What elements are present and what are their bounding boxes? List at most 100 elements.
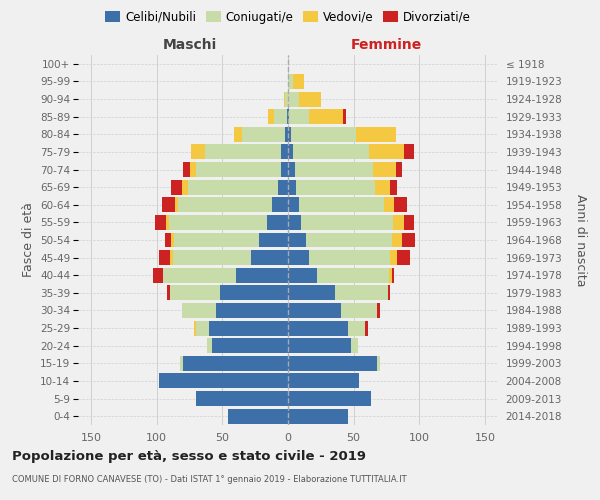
Bar bbox=[220, 286, 288, 300]
Bar bbox=[290, 127, 356, 142]
Bar bbox=[216, 303, 288, 318]
Bar bbox=[181, 356, 183, 371]
Bar bbox=[169, 215, 267, 230]
Bar bbox=[190, 162, 196, 177]
Bar bbox=[281, 144, 288, 160]
Bar bbox=[251, 250, 288, 265]
Bar bbox=[388, 286, 391, 300]
Bar bbox=[288, 144, 293, 160]
Bar bbox=[293, 74, 304, 89]
Bar bbox=[370, 144, 404, 160]
Bar bbox=[272, 198, 288, 212]
Bar bbox=[288, 109, 289, 124]
Bar bbox=[395, 162, 402, 177]
Text: Femmine: Femmine bbox=[351, 38, 422, 52]
Bar bbox=[288, 303, 341, 318]
Bar bbox=[196, 162, 281, 177]
Bar bbox=[188, 180, 277, 194]
Bar bbox=[351, 338, 358, 353]
Bar bbox=[268, 109, 274, 124]
Bar bbox=[288, 92, 299, 106]
Bar bbox=[170, 250, 173, 265]
Bar bbox=[166, 215, 169, 230]
Bar bbox=[301, 215, 393, 230]
Legend: Celibi/Nubili, Coniugati/e, Vedovi/e, Divorziati/e: Celibi/Nubili, Coniugati/e, Vedovi/e, Di… bbox=[100, 6, 476, 28]
Bar bbox=[374, 180, 391, 194]
Bar bbox=[288, 180, 296, 194]
Bar bbox=[288, 374, 359, 388]
Bar bbox=[286, 92, 288, 106]
Bar bbox=[391, 250, 397, 265]
Bar bbox=[394, 198, 407, 212]
Bar bbox=[160, 250, 170, 265]
Bar bbox=[288, 127, 290, 142]
Bar bbox=[393, 215, 404, 230]
Bar bbox=[288, 198, 299, 212]
Bar bbox=[288, 250, 309, 265]
Bar bbox=[286, 127, 288, 142]
Bar bbox=[356, 127, 395, 142]
Bar bbox=[191, 144, 205, 160]
Bar bbox=[170, 286, 220, 300]
Bar bbox=[182, 303, 216, 318]
Bar bbox=[365, 320, 368, 336]
Bar bbox=[163, 268, 235, 282]
Bar bbox=[155, 215, 166, 230]
Bar bbox=[288, 215, 301, 230]
Bar bbox=[288, 232, 307, 248]
Bar bbox=[296, 180, 374, 194]
Bar bbox=[182, 180, 188, 194]
Bar bbox=[175, 198, 178, 212]
Bar bbox=[212, 338, 288, 353]
Y-axis label: Anni di nascita: Anni di nascita bbox=[574, 194, 587, 286]
Bar bbox=[288, 320, 349, 336]
Text: Maschi: Maschi bbox=[163, 38, 217, 52]
Bar bbox=[384, 198, 394, 212]
Bar bbox=[274, 109, 287, 124]
Bar bbox=[209, 320, 288, 336]
Bar bbox=[293, 144, 370, 160]
Bar bbox=[404, 215, 414, 230]
Bar bbox=[307, 232, 392, 248]
Bar bbox=[287, 109, 288, 124]
Bar bbox=[277, 180, 288, 194]
Bar bbox=[196, 320, 209, 336]
Bar bbox=[309, 109, 343, 124]
Bar bbox=[288, 74, 293, 89]
Bar bbox=[397, 250, 410, 265]
Bar bbox=[267, 215, 288, 230]
Bar bbox=[389, 268, 392, 282]
Bar bbox=[183, 162, 190, 177]
Text: Popolazione per età, sesso e stato civile - 2019: Popolazione per età, sesso e stato civil… bbox=[12, 450, 366, 463]
Bar bbox=[373, 162, 395, 177]
Bar bbox=[288, 268, 317, 282]
Bar bbox=[160, 374, 288, 388]
Bar bbox=[167, 286, 170, 300]
Bar bbox=[288, 408, 349, 424]
Bar bbox=[341, 303, 377, 318]
Bar bbox=[295, 162, 373, 177]
Bar bbox=[288, 338, 351, 353]
Bar bbox=[288, 286, 335, 300]
Bar bbox=[174, 232, 259, 248]
Bar bbox=[349, 320, 365, 336]
Bar bbox=[206, 338, 212, 353]
Bar bbox=[242, 127, 286, 142]
Bar bbox=[391, 180, 397, 194]
Text: COMUNE DI FORNO CANAVESE (TO) - Dati ISTAT 1° gennaio 2019 - Elaborazione TUTTIT: COMUNE DI FORNO CANAVESE (TO) - Dati IST… bbox=[12, 475, 407, 484]
Bar bbox=[288, 356, 377, 371]
Bar bbox=[402, 232, 415, 248]
Bar bbox=[227, 408, 288, 424]
Bar bbox=[343, 109, 346, 124]
Bar bbox=[299, 92, 321, 106]
Bar bbox=[183, 356, 288, 371]
Bar bbox=[162, 198, 175, 212]
Bar bbox=[235, 268, 288, 282]
Bar bbox=[335, 286, 388, 300]
Bar bbox=[288, 391, 371, 406]
Bar bbox=[193, 320, 196, 336]
Bar bbox=[196, 391, 288, 406]
Bar bbox=[234, 127, 242, 142]
Bar bbox=[288, 162, 295, 177]
Y-axis label: Fasce di età: Fasce di età bbox=[22, 202, 35, 278]
